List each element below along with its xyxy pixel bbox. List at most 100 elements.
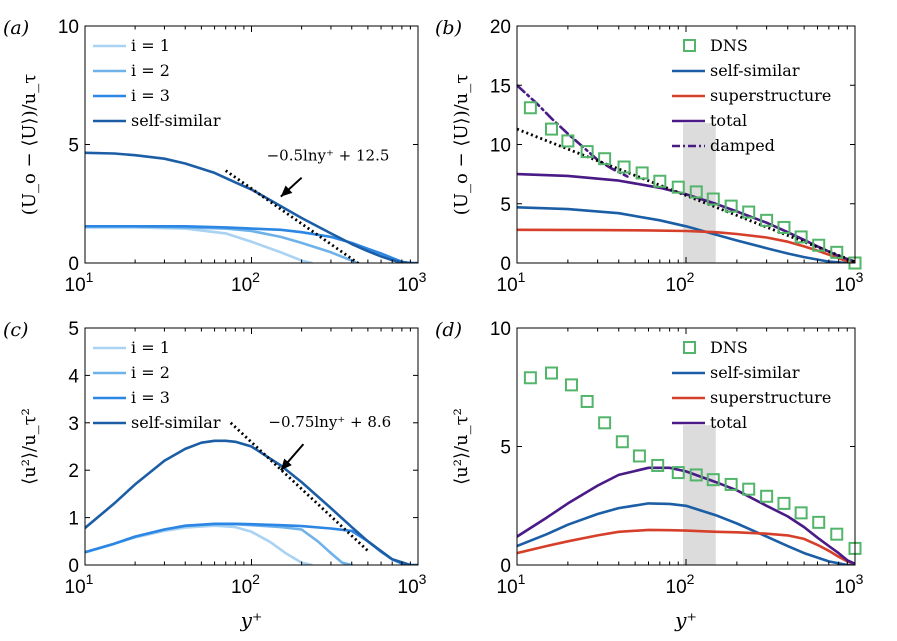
- dns-marker: [561, 134, 575, 148]
- series-i-3: [85, 225, 412, 263]
- series-fit: [229, 421, 369, 552]
- series-superstructure: [517, 528, 855, 565]
- x-ticks: 101 102 103: [65, 26, 427, 296]
- dns-marker: [689, 185, 703, 199]
- legend: DNS self-similar superstructure total: [672, 338, 831, 432]
- dns-marker: [598, 152, 612, 166]
- dns-marker: [523, 101, 537, 115]
- x-tick-label: 102: [231, 571, 260, 598]
- y-tick-label: 5: [68, 136, 79, 157]
- x-tick-label: 103: [398, 571, 427, 598]
- series-self-similar: [85, 151, 418, 263]
- legend-label: superstructure: [710, 86, 831, 105]
- legend-label: DNS: [710, 36, 748, 55]
- legend-label: i = 3: [131, 388, 170, 407]
- legend-label: self-similar: [710, 363, 800, 382]
- x-ticks: 101 102 103: [497, 328, 864, 598]
- legend-label: self-similar: [131, 413, 221, 432]
- x-ticks: 101 102 103: [497, 26, 864, 296]
- legend-label: i = 1: [131, 36, 170, 55]
- y-tick-label: 0: [68, 254, 79, 275]
- dns-marker: [671, 180, 685, 194]
- x-tick-label: 103: [835, 571, 864, 598]
- legend-label: i = 3: [131, 86, 170, 105]
- y-tick-label: 10: [58, 17, 79, 38]
- legend-marker: [683, 341, 696, 354]
- y-tick-label: 10: [490, 136, 511, 157]
- legend: i = 1 i = 2 i = 3 self-similar: [93, 338, 221, 432]
- y-tick-label: 4: [68, 366, 79, 387]
- y-tick-label: 5: [500, 438, 511, 459]
- dns-marker: [706, 192, 720, 206]
- y-ticks: 0 5 10: [490, 319, 855, 577]
- legend-label: total: [710, 413, 747, 432]
- annotation-text: −0.75lny⁺ + 8.6: [268, 413, 391, 431]
- dns-marker: [830, 527, 844, 541]
- y-tick-label: 10: [490, 319, 511, 340]
- dns-marker: [760, 213, 774, 227]
- legend-label: i = 2: [131, 61, 170, 80]
- y-tick-label: 15: [490, 76, 511, 97]
- dns-marker: [724, 199, 738, 213]
- x-tick-label: 103: [835, 269, 864, 296]
- legend-label: self-similar: [710, 61, 800, 80]
- dns-marker: [777, 220, 791, 234]
- series-fit: [224, 169, 361, 263]
- x-tick-label: 101: [65, 269, 94, 296]
- x-tick-label: 101: [65, 571, 94, 598]
- dns-marker: [742, 482, 756, 496]
- y-tick-label: 0: [500, 556, 511, 577]
- legend: DNS self-similar superstructure total damped: [672, 36, 831, 155]
- dns-marker: [580, 145, 594, 159]
- arrow-head-icon: [280, 458, 292, 471]
- dns-marker: [794, 506, 808, 520]
- series-self-similar: [85, 439, 418, 565]
- dns-marker: [615, 435, 629, 449]
- panel-label: (c): [3, 319, 28, 341]
- y-tick-label: 5: [500, 195, 511, 216]
- series-i-2: [85, 522, 353, 565]
- legend: i = 1 i = 2 i = 3 self-similar: [93, 36, 221, 130]
- dns-marker: [651, 458, 665, 472]
- shaded-region: [683, 425, 716, 565]
- dns-marker: [760, 489, 774, 503]
- y-tick-label: 0: [68, 556, 79, 577]
- panel-label: (a): [3, 17, 29, 39]
- x-tick-label: 103: [398, 269, 427, 296]
- x-axis-label: y⁺: [240, 608, 263, 632]
- annotation-text: −0.5lny⁺ + 12.5: [267, 147, 390, 165]
- legend-label: total: [710, 111, 747, 130]
- ylabel-0: (U_o − ⟨U⟩)/u_τ: [19, 74, 40, 215]
- legend-label: i = 1: [131, 338, 170, 357]
- ylabel-3: ⟨u²⟩/u_τ²: [451, 408, 472, 485]
- dns-marker: [689, 468, 703, 482]
- series-i-1: [85, 524, 313, 565]
- y-tick-label: 3: [68, 414, 79, 435]
- legend-label: DNS: [710, 338, 748, 357]
- dns-marker: [777, 496, 791, 510]
- dns-marker: [706, 473, 720, 487]
- legend-label: self-similar: [131, 111, 221, 130]
- x-tick-label: 101: [497, 571, 526, 598]
- y-ticks: 0 5 10: [58, 17, 418, 275]
- dns-marker: [617, 160, 631, 174]
- panel-label: (d): [435, 319, 462, 341]
- dns-marker: [544, 122, 558, 136]
- dns-marker: [794, 230, 808, 244]
- legend-label: superstructure: [710, 388, 831, 407]
- dns-marker: [812, 515, 826, 529]
- dns-marker: [724, 477, 738, 491]
- y-tick-label: 5: [68, 319, 79, 340]
- plot-area: [85, 421, 418, 565]
- series-i-1: [85, 226, 313, 263]
- panel-d: 0 5 10 101 102 103 (d) ⟨u²⟩/u_τ² y⁺ DNS self-simil…: [435, 319, 864, 632]
- legend-marker: [683, 39, 696, 52]
- series-fit: [517, 127, 855, 263]
- dns-marker: [830, 245, 844, 259]
- dns-marker: [653, 174, 667, 188]
- x-tick-label: 102: [666, 269, 695, 296]
- y-tick-label: 2: [68, 461, 79, 482]
